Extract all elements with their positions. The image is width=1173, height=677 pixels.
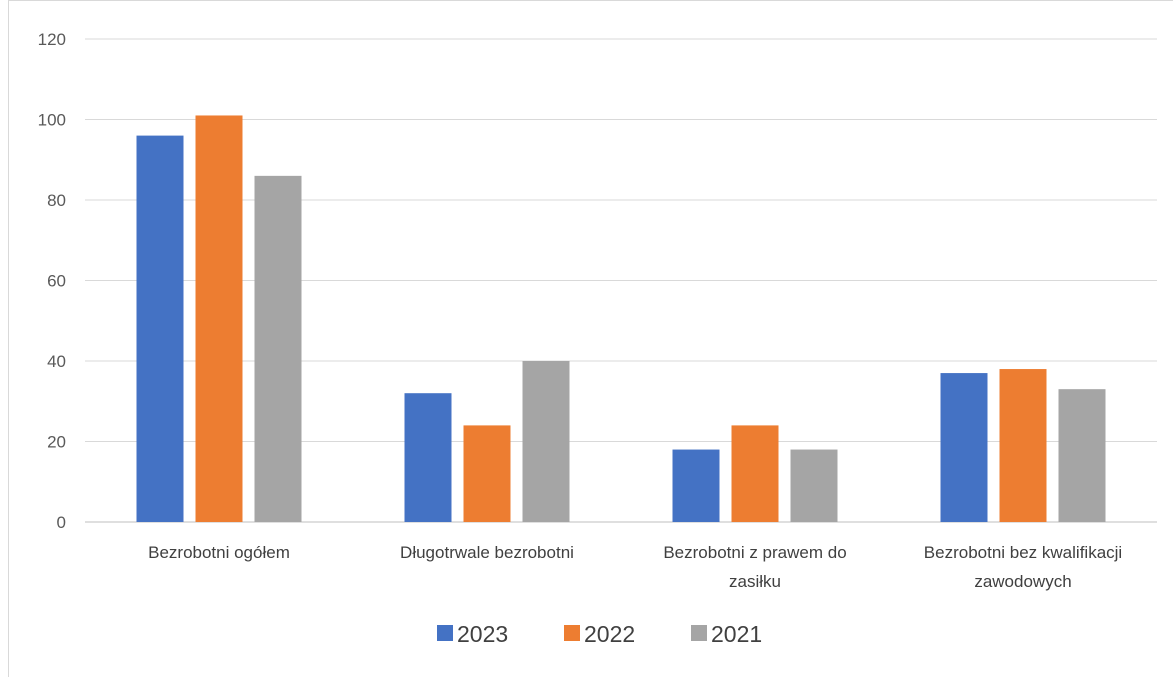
y-tick-label: 120 [38, 30, 66, 49]
legend-swatch-2023 [437, 625, 453, 641]
bar-2022 [731, 425, 779, 522]
bar-2021 [522, 361, 570, 522]
bar-2023 [404, 393, 452, 522]
bar-2023 [940, 373, 988, 522]
legend-label: 2023 [457, 621, 508, 647]
x-tick-label: Bezrobotni z prawem do [663, 543, 846, 562]
x-tick-label: zawodowych [974, 572, 1071, 591]
bar-2021 [254, 175, 302, 522]
x-tick-label: Bezrobotni ogółem [148, 543, 290, 562]
bar-2022 [463, 425, 511, 522]
y-tick-label: 20 [47, 433, 66, 452]
legend-label: 2021 [711, 621, 762, 647]
bar-2023 [136, 135, 184, 522]
legend-label: 2022 [584, 621, 635, 647]
chart-frame [8, 0, 1173, 677]
bar-2021 [790, 449, 838, 522]
x-tick-label: zasiłku [729, 572, 781, 591]
bar-2021 [1058, 389, 1106, 522]
bar-2022 [195, 115, 243, 522]
y-tick-label: 80 [47, 191, 66, 210]
legend-swatch-2022 [564, 625, 580, 641]
y-tick-label: 40 [47, 352, 66, 371]
bar-2022 [999, 369, 1047, 522]
x-tick-label: Bezrobotni bez kwalifikacji [924, 543, 1122, 562]
x-tick-label: Długotrwale bezrobotni [400, 543, 574, 562]
y-tick-label: 0 [57, 513, 66, 532]
legend-swatch-2021 [691, 625, 707, 641]
y-tick-label: 100 [38, 111, 66, 130]
y-tick-label: 60 [47, 272, 66, 291]
bar-2023 [672, 449, 720, 522]
